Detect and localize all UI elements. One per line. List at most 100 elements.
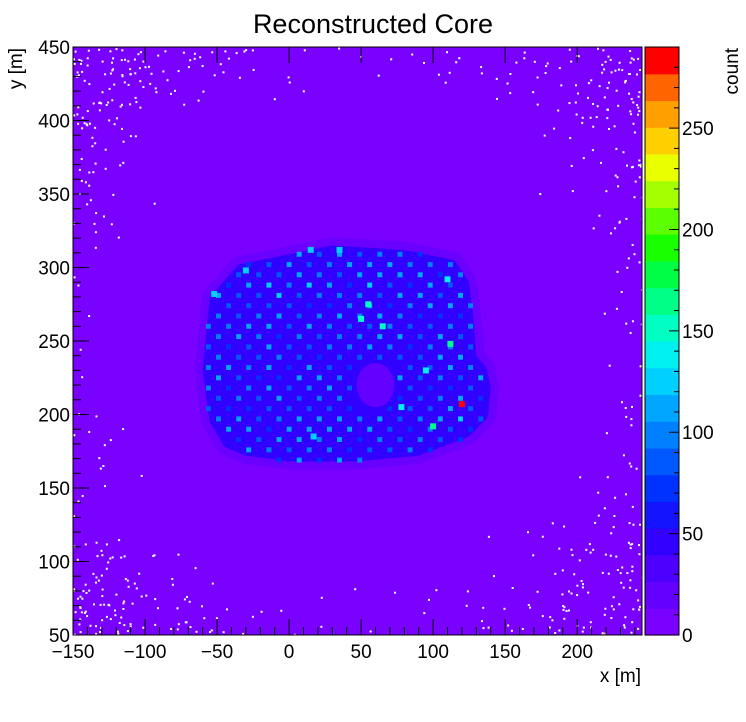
empty-bin — [80, 179, 83, 182]
empty-bin — [624, 81, 627, 84]
empty-bin — [629, 50, 632, 52]
empty-bin — [576, 594, 579, 597]
detector-peak — [337, 292, 342, 298]
empty-bin — [617, 185, 620, 188]
empty-bin — [607, 55, 610, 58]
detector-peak — [377, 334, 383, 340]
empty-bin — [632, 101, 635, 104]
empty-bin — [81, 116, 84, 119]
empty-bin — [79, 605, 82, 608]
empty-bin — [605, 432, 608, 435]
empty-bin — [142, 60, 145, 63]
detector-peak — [306, 282, 312, 288]
empty-bin — [597, 491, 600, 494]
empty-bin — [93, 603, 95, 606]
colorbar-swatch — [645, 153, 679, 182]
empty-bin — [596, 105, 599, 108]
empty-bin — [589, 116, 592, 119]
empty-bin — [83, 79, 86, 82]
y-tick-label: 300 — [38, 259, 70, 280]
detector-peak — [407, 344, 413, 350]
hotspot-peak — [358, 315, 365, 322]
detector-peak — [377, 416, 383, 422]
detector-peak — [447, 385, 453, 391]
empty-bin — [630, 465, 633, 468]
empty-bin — [558, 629, 561, 632]
detector-peak — [266, 282, 272, 288]
empty-bin — [134, 96, 137, 99]
detector-peak — [236, 313, 242, 319]
empty-bin — [84, 610, 87, 613]
empty-bin — [73, 114, 76, 117]
empty-bin — [139, 106, 142, 109]
detector-peak — [296, 334, 302, 340]
empty-bin — [617, 68, 620, 71]
empty-bin — [560, 84, 563, 87]
empty-bin — [100, 549, 103, 552]
empty-bin — [592, 125, 595, 128]
detector-peak — [337, 334, 342, 340]
colorbar-tick-label: 100 — [682, 423, 714, 444]
empty-bin — [201, 65, 204, 67]
detector-peak — [226, 323, 232, 329]
empty-bin — [571, 554, 574, 557]
detector-peak — [337, 354, 342, 360]
empty-bin — [101, 595, 104, 598]
detector-peak — [216, 334, 221, 340]
empty-bin — [631, 505, 634, 508]
empty-bin — [481, 620, 483, 623]
detector-peak — [387, 282, 393, 288]
empty-bin — [99, 603, 102, 606]
detector-peak — [266, 426, 272, 432]
y-axis: 50 100 150 200 250 300 350 400 450 — [38, 38, 89, 647]
empty-bin — [186, 596, 188, 598]
detector-peak — [458, 395, 463, 401]
detector-peak — [357, 272, 363, 278]
detector-peak — [276, 272, 282, 278]
detector-peak — [326, 426, 332, 432]
empty-bin — [121, 127, 123, 130]
empty-bin — [197, 99, 200, 102]
empty-bin — [199, 56, 202, 59]
empty-bin — [123, 624, 126, 627]
detector-peak — [377, 251, 383, 257]
empty-bin — [595, 116, 598, 119]
empty-bin — [78, 168, 81, 171]
detector-peak — [205, 344, 211, 350]
detector-peak — [286, 323, 292, 329]
detector-peak — [306, 323, 312, 329]
detector-peak — [367, 344, 373, 350]
empty-bin — [629, 110, 632, 113]
empty-bin — [573, 573, 576, 576]
empty-bin — [613, 515, 616, 517]
empty-bin — [104, 485, 106, 488]
empty-bin — [639, 165, 642, 168]
empty-bin — [100, 102, 103, 105]
empty-bin — [594, 521, 597, 524]
detector-peak — [397, 313, 403, 319]
empty-bin — [78, 623, 81, 626]
hotspot-peak — [310, 433, 317, 440]
detector-peak — [276, 437, 282, 442]
empty-bin — [515, 61, 518, 64]
empty-bin — [94, 246, 97, 249]
empty-bin — [73, 62, 76, 65]
colorbar-swatch — [645, 394, 679, 422]
empty-bin — [592, 548, 595, 551]
detector-peak — [226, 365, 232, 370]
array-footprint-region — [202, 245, 491, 462]
detector-peak — [387, 262, 393, 268]
empty-bin — [545, 65, 548, 68]
colorbar-tick-label: 0 — [682, 626, 693, 647]
empty-bin — [122, 428, 125, 431]
empty-bin — [245, 49, 248, 52]
empty-bin — [609, 554, 612, 557]
empty-bin — [235, 52, 238, 55]
detector-peak — [296, 251, 302, 257]
detector-peak — [447, 303, 453, 309]
hotspot-peak — [444, 276, 451, 283]
detector-peak — [447, 426, 453, 432]
detector-peak — [407, 303, 413, 309]
empty-bin — [280, 609, 283, 612]
empty-bin — [177, 553, 180, 556]
